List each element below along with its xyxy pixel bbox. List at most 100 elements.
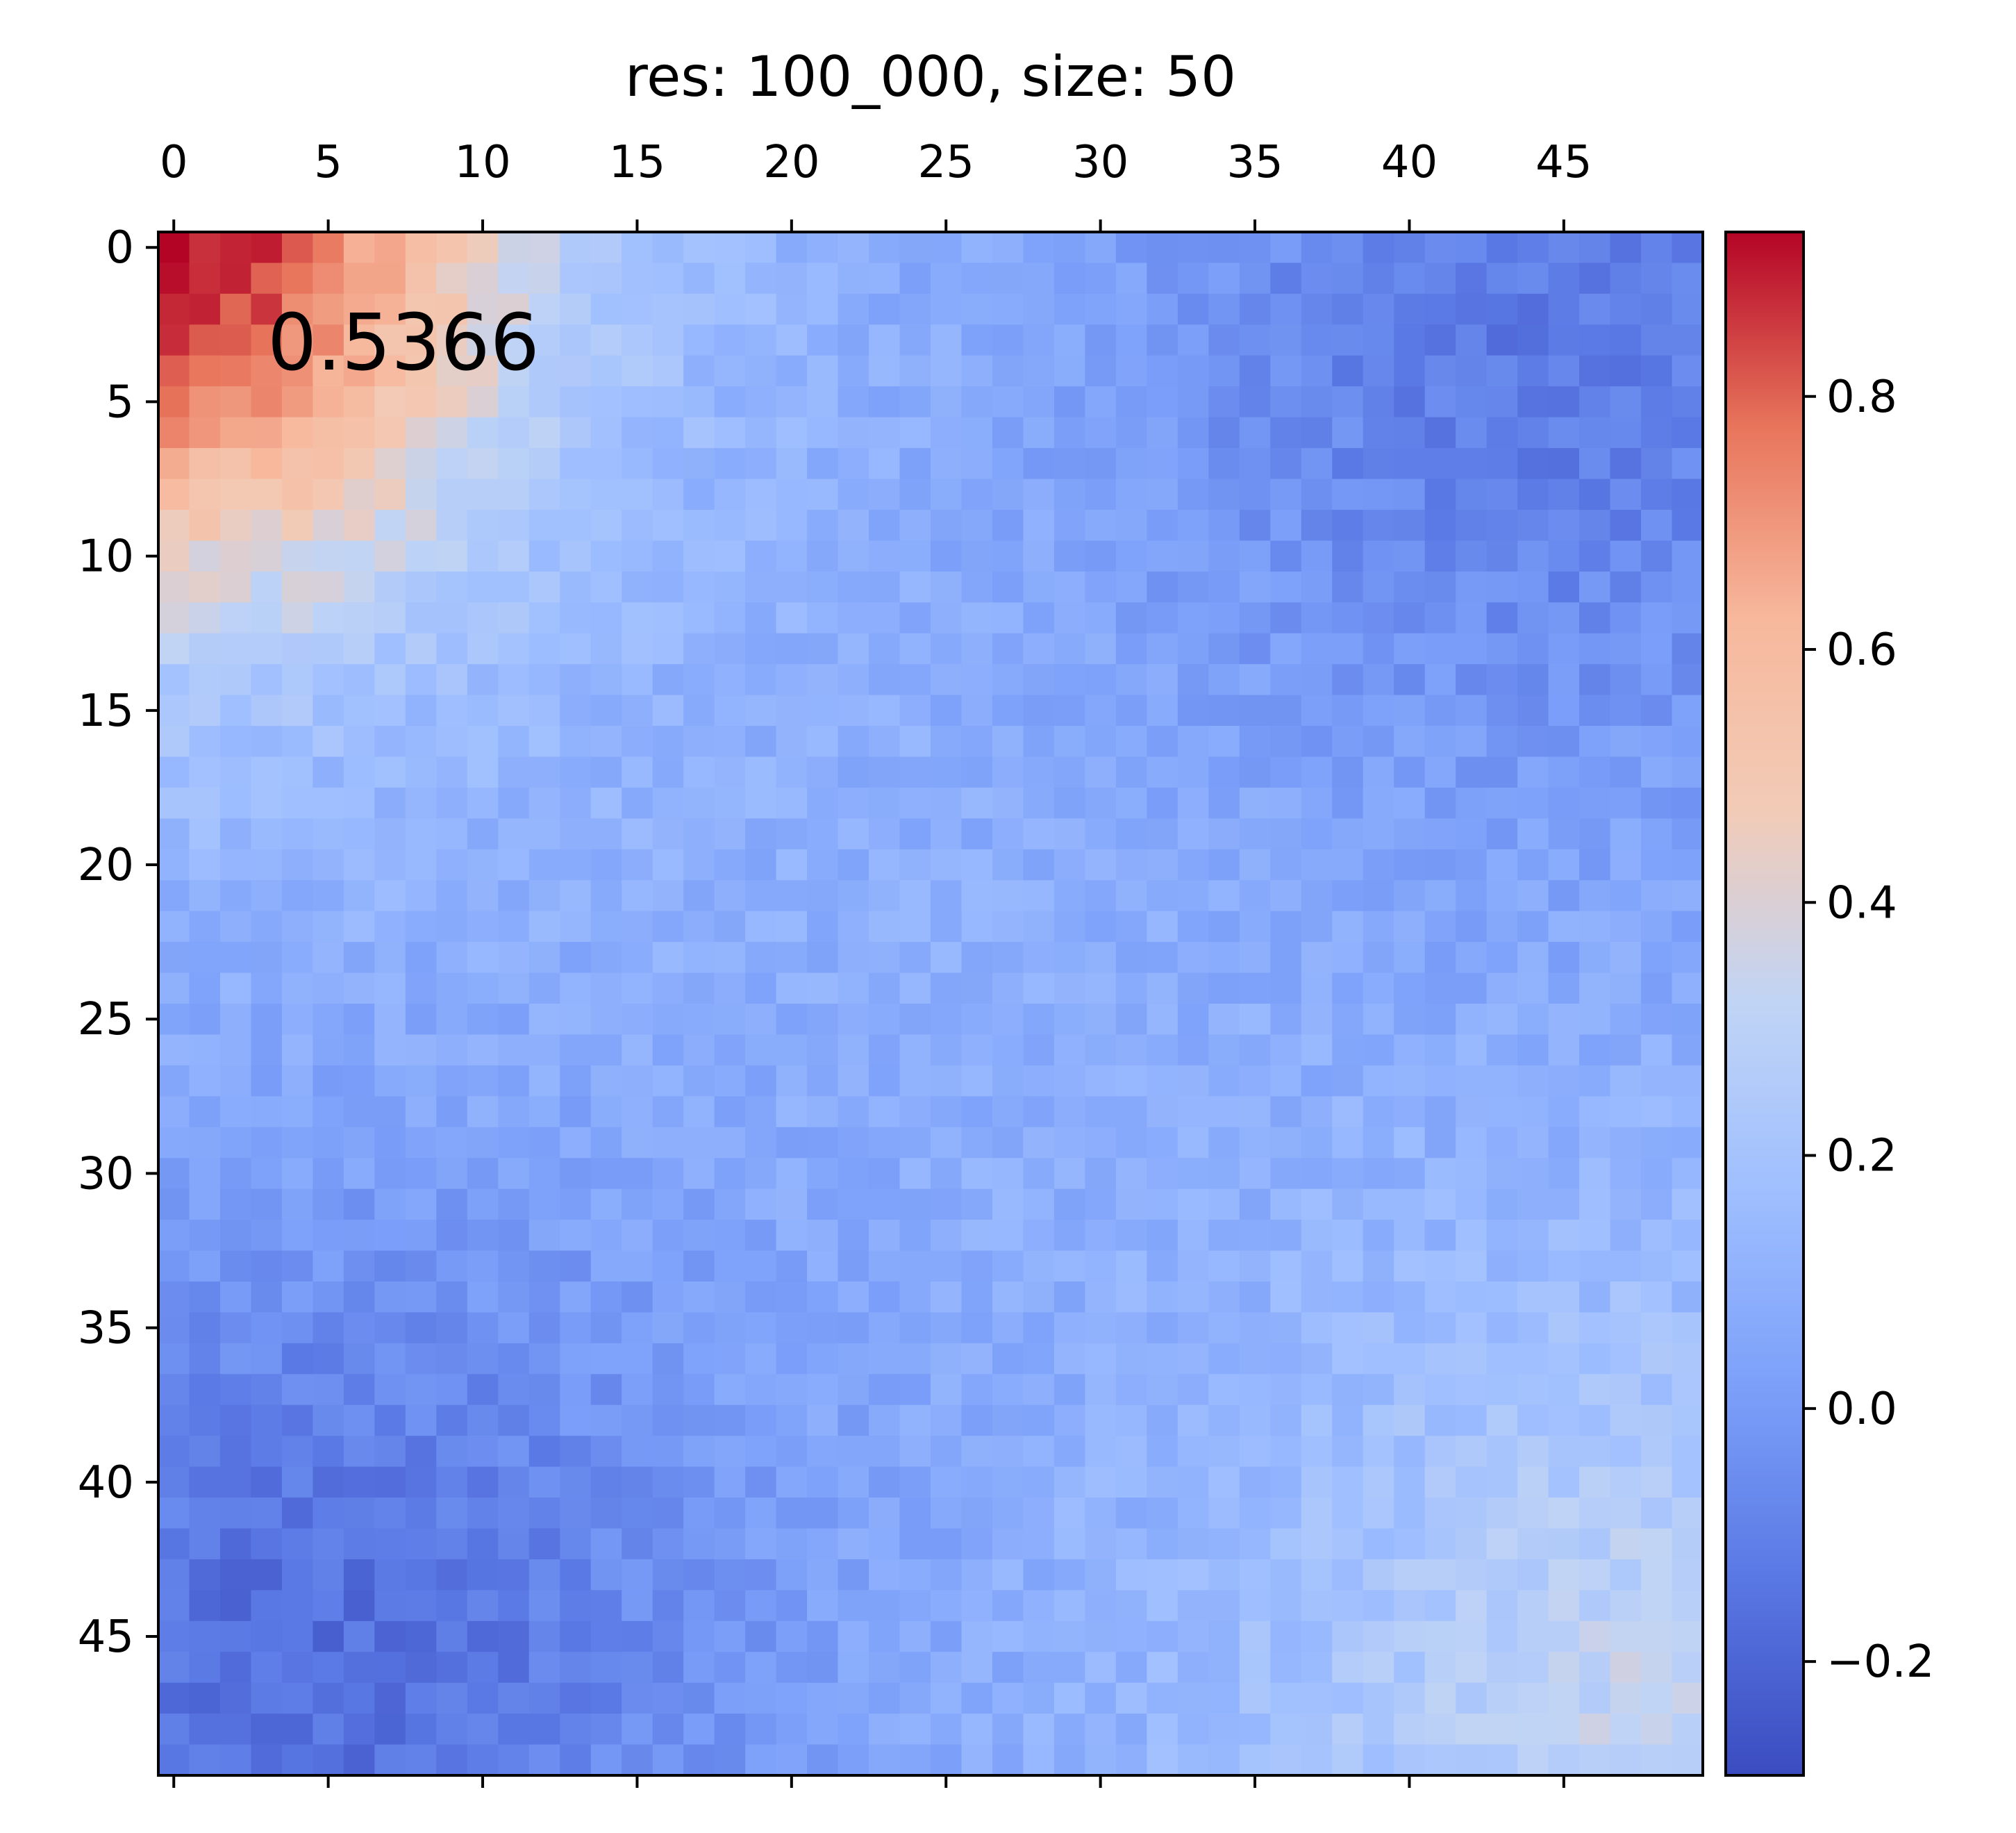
x-tick-label: 40 xyxy=(1381,137,1438,188)
heatmap-cell xyxy=(436,787,468,819)
heatmap-cell xyxy=(1456,1312,1488,1344)
heatmap-cell xyxy=(745,972,777,1004)
heatmap-cell xyxy=(313,602,344,634)
heatmap-cell xyxy=(869,355,901,387)
heatmap-cell xyxy=(622,1436,653,1468)
heatmap-cell xyxy=(807,1436,839,1468)
heatmap-cell xyxy=(1486,1744,1518,1776)
heatmap-cell xyxy=(1424,1034,1456,1066)
heatmap-cell xyxy=(992,818,1024,850)
heatmap-cell xyxy=(436,1188,468,1220)
heatmap-cell xyxy=(1517,1065,1549,1097)
heatmap-cell xyxy=(1239,1188,1271,1220)
heatmap-cell xyxy=(1239,756,1271,788)
heatmap-cell xyxy=(1394,1188,1426,1220)
heatmap-cell xyxy=(1115,1404,1147,1436)
heatmap-cell xyxy=(807,1528,839,1560)
heatmap-cell xyxy=(776,1250,808,1282)
heatmap-cell xyxy=(1270,355,1302,387)
heatmap-cell xyxy=(1672,1034,1703,1066)
heatmap-cell xyxy=(1517,942,1549,974)
heatmap-cell xyxy=(1023,818,1055,850)
heatmap-cell xyxy=(343,263,375,295)
heatmap-cell xyxy=(343,602,375,634)
heatmap-cell xyxy=(652,509,684,541)
heatmap-cell xyxy=(1424,1620,1456,1652)
heatmap-cell xyxy=(683,1436,715,1468)
heatmap-cell xyxy=(1579,1312,1611,1344)
heatmap-cell xyxy=(1053,942,1085,974)
heatmap-cell xyxy=(1579,972,1611,1004)
heatmap-cell xyxy=(622,602,653,634)
heatmap-cell xyxy=(281,756,313,788)
heatmap-cell xyxy=(776,232,808,264)
heatmap-cell xyxy=(1177,972,1209,1004)
heatmap-cell xyxy=(1332,1281,1364,1313)
heatmap-cell xyxy=(714,417,746,449)
heatmap-cell xyxy=(838,386,869,418)
heatmap-cell xyxy=(251,1096,283,1128)
heatmap-cell xyxy=(1394,1436,1426,1468)
heatmap-cell xyxy=(374,355,406,387)
heatmap-cell xyxy=(1208,756,1240,788)
heatmap-cell xyxy=(1208,1404,1240,1436)
heatmap-cell xyxy=(1239,1004,1271,1036)
heatmap-cell xyxy=(714,1559,746,1591)
heatmap-cell xyxy=(869,386,901,418)
heatmap-cell xyxy=(1023,232,1055,264)
y-tick-label: 20 xyxy=(78,840,134,891)
heatmap-cell xyxy=(1672,1158,1703,1190)
heatmap-cell xyxy=(1085,1498,1117,1529)
y-tick-label: 25 xyxy=(78,994,134,1045)
heatmap-cell xyxy=(992,1466,1024,1498)
heatmap-cell xyxy=(745,479,777,511)
heatmap-cell xyxy=(961,1590,993,1622)
heatmap-cell xyxy=(1085,1652,1117,1684)
heatmap-cell xyxy=(1672,818,1703,850)
heatmap-cell xyxy=(1301,324,1333,356)
heatmap-cell xyxy=(838,1158,869,1190)
heatmap-cell xyxy=(498,1404,530,1436)
heatmap-cell xyxy=(498,695,530,727)
heatmap-cell xyxy=(714,1498,746,1529)
heatmap-cell xyxy=(313,756,344,788)
heatmap-cell xyxy=(281,1590,313,1622)
heatmap-cell xyxy=(652,664,684,696)
heatmap-cell xyxy=(899,787,931,819)
heatmap-cell xyxy=(436,1744,468,1776)
heatmap-cell xyxy=(1363,293,1394,325)
heatmap-cell xyxy=(1424,1590,1456,1622)
heatmap-cell xyxy=(1177,1127,1209,1159)
heatmap-cell xyxy=(189,1436,221,1468)
heatmap-cell xyxy=(1548,664,1580,696)
heatmap-cell xyxy=(1672,880,1703,912)
heatmap-cell xyxy=(1456,849,1488,881)
heatmap-cell xyxy=(374,1466,406,1498)
heatmap-cell xyxy=(714,1620,746,1652)
heatmap-cell xyxy=(1023,664,1055,696)
heatmap-cell xyxy=(343,695,375,727)
heatmap-cell xyxy=(652,355,684,387)
heatmap-cell xyxy=(1177,417,1209,449)
heatmap-cell xyxy=(1672,479,1703,511)
heatmap-cell xyxy=(1270,1220,1302,1252)
heatmap-cell xyxy=(1177,1312,1209,1344)
colorbar-tick-label: 0.2 xyxy=(1826,1131,1897,1182)
heatmap-cell xyxy=(436,355,468,387)
heatmap-cell xyxy=(1641,1250,1673,1282)
heatmap-cell xyxy=(219,1682,252,1714)
heatmap-cell xyxy=(1363,232,1394,264)
heatmap-cell xyxy=(1579,818,1611,850)
heatmap-cell xyxy=(1023,355,1055,387)
heatmap-cell xyxy=(1486,818,1518,850)
heatmap-cell xyxy=(343,1404,375,1436)
heatmap-cell xyxy=(343,1312,375,1344)
heatmap-cell xyxy=(1053,1312,1085,1344)
heatmap-cell xyxy=(405,849,437,881)
heatmap-cell xyxy=(869,849,901,881)
heatmap-cell xyxy=(374,1559,406,1591)
heatmap-cell xyxy=(1424,1158,1456,1190)
heatmap-cell xyxy=(961,695,993,727)
heatmap-cell xyxy=(1115,479,1147,511)
heatmap-cell xyxy=(1270,1682,1302,1714)
